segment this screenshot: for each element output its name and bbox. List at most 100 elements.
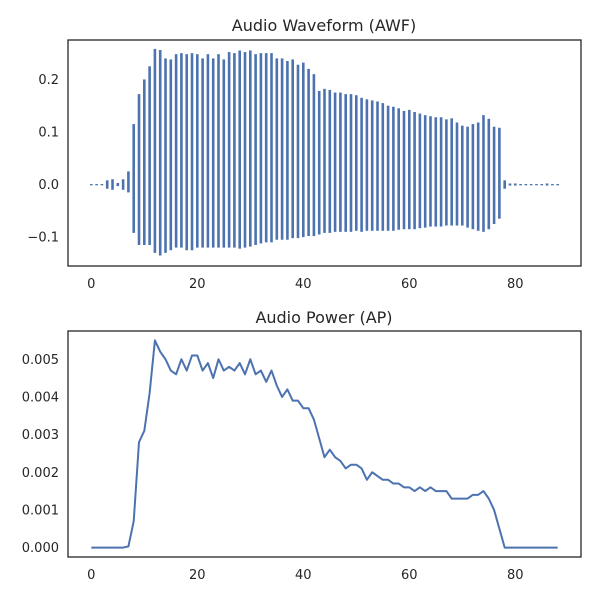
waveform-bar — [95, 184, 98, 186]
waveform-bar — [365, 99, 369, 231]
power-panel: Audio Power (AP) 0 20 40 60 80 0.0000.0010.0… — [22, 308, 582, 583]
waveform-bar — [291, 59, 294, 239]
waveform-y-tick-label: 0.2 — [38, 73, 59, 88]
waveform-bar — [164, 58, 167, 253]
waveform-bar — [413, 112, 416, 230]
waveform-bar — [529, 184, 533, 186]
waveform-bar — [238, 50, 242, 249]
waveform-bar — [323, 88, 326, 233]
waveform-bar — [185, 54, 189, 251]
waveform-bar — [158, 49, 162, 256]
waveform-bar — [90, 184, 93, 186]
waveform-bar — [355, 95, 358, 231]
waveform-bar — [471, 124, 475, 230]
power-y-tick-label: 0.003 — [22, 428, 59, 443]
waveform-bar — [556, 184, 559, 186]
waveform-bar — [498, 127, 501, 219]
waveform-bar — [407, 109, 411, 230]
waveform-bar — [286, 61, 289, 240]
waveform-bar — [137, 94, 141, 245]
waveform-bar — [111, 179, 114, 190]
waveform-bar — [222, 59, 226, 248]
power-x-tick-label: 80 — [507, 568, 524, 583]
waveform-bar — [307, 68, 310, 237]
power-y-tick-label: 0.004 — [22, 390, 59, 405]
waveform-panel: Audio Waveform (AWF) 0 20 40 60 80 −0.1 0.0 0.… — [27, 16, 582, 292]
waveform-bar — [540, 184, 544, 186]
waveform-bar — [132, 124, 136, 233]
waveform-bar — [121, 179, 125, 190]
power-x-tick-label: 20 — [189, 568, 206, 583]
waveform-bar — [153, 48, 157, 253]
waveform-bar — [127, 171, 130, 193]
power-y-tick-label: 0.002 — [22, 466, 59, 481]
waveform-bar — [434, 117, 438, 227]
waveform-bar — [302, 62, 305, 238]
waveform-bar — [339, 92, 342, 232]
power-y-ticks: 0.000 0.001 0.002 0.003 0.004 0.005 — [22, 353, 59, 556]
power-y-tick-label: 0.000 — [22, 541, 59, 556]
waveform-bar — [392, 106, 395, 231]
waveform-bar — [423, 115, 427, 228]
waveform-bar — [280, 58, 284, 240]
waveform-bar — [524, 184, 528, 186]
waveform-bar — [429, 116, 432, 227]
waveform-bar — [259, 53, 263, 244]
waveform-bar — [249, 50, 252, 247]
waveform-bar — [211, 58, 215, 248]
waveform-bar — [317, 90, 321, 235]
waveform-bar — [370, 100, 374, 231]
waveform-bar — [169, 59, 173, 251]
waveform-bar — [344, 94, 347, 232]
waveform-bar — [328, 89, 332, 233]
waveform-y-ticks: −0.1 0.0 0.1 0.2 — [27, 73, 59, 246]
waveform-y-tick-label: 0.1 — [38, 126, 59, 141]
waveform-bar — [418, 113, 422, 229]
waveform-bar — [100, 184, 104, 186]
power-title: Audio Power (AP) — [255, 308, 392, 327]
waveform-bar — [233, 53, 236, 248]
waveform-bar — [466, 126, 469, 228]
waveform-bar — [397, 108, 400, 230]
waveform-bar — [439, 117, 443, 227]
waveform-bar — [105, 180, 109, 189]
waveform-title: Audio Waveform (AWF) — [232, 16, 416, 35]
waveform-bar — [116, 182, 120, 187]
power-x-tick-label: 60 — [401, 568, 418, 583]
waveform-bar — [492, 126, 496, 224]
waveform-bar — [143, 79, 146, 245]
waveform-bar — [243, 52, 247, 248]
waveform-bar — [296, 64, 300, 239]
waveform-bar — [349, 94, 353, 232]
waveform-x-ticks: 0 20 40 60 80 — [87, 277, 523, 292]
waveform-bar — [206, 54, 210, 248]
waveform-bar — [227, 52, 231, 248]
waveform-bar — [174, 54, 178, 248]
waveform-bar — [254, 54, 257, 245]
waveform-bar — [270, 53, 273, 243]
waveform-bar — [381, 103, 385, 231]
waveform-bar — [450, 118, 453, 226]
power-x-tick-label: 0 — [87, 568, 95, 583]
waveform-bar — [402, 110, 406, 230]
waveform-bar — [190, 53, 194, 251]
waveform-x-tick-label: 80 — [507, 277, 524, 292]
waveform-bar — [535, 184, 538, 186]
waveform-bar — [360, 97, 363, 232]
waveform-bar — [333, 92, 337, 232]
waveform-bar — [460, 125, 464, 226]
waveform-x-tick-label: 60 — [401, 277, 418, 292]
waveform-bar — [180, 53, 183, 248]
waveform-bar — [312, 74, 316, 237]
waveform-bar — [455, 122, 459, 226]
power-plot-frame — [67, 330, 582, 558]
waveform-bar — [513, 183, 517, 186]
waveform-bar — [445, 119, 448, 226]
waveform-bar — [508, 183, 512, 186]
power-series-line — [91, 339, 558, 549]
waveform-bar — [482, 115, 485, 232]
waveform-bar — [386, 105, 390, 231]
waveform-plot-frame — [67, 39, 582, 267]
power-x-ticks: 0 20 40 60 80 — [87, 568, 523, 583]
waveform-x-tick-label: 0 — [87, 277, 95, 292]
